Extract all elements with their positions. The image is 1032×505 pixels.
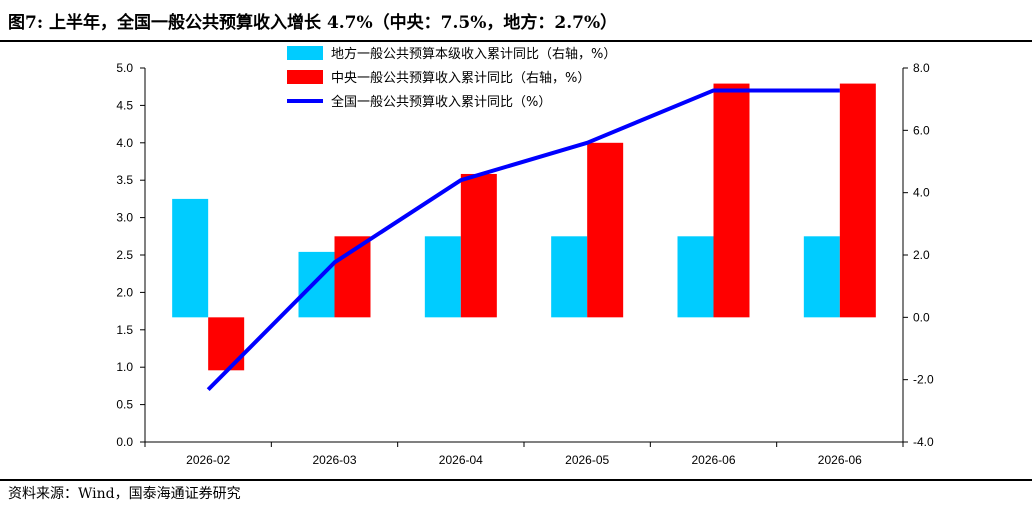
bottom-rule [0,479,1032,481]
chart: 0.0 0.5 1.0 1.5 2.0 2.5 3.0 3.5 4.0 4.5 5.0 -4.0 -2.… [116,46,934,467]
x-tick-label: 2026-06 [818,453,862,467]
bar-local [424,236,461,318]
legend-swatch [287,70,323,84]
y-right-tick-label: 4.0 [913,186,930,200]
legend-label: 中央一般公共预算收入累计同比（右轴，%） [331,70,590,86]
bar-local [551,236,588,318]
y-right-tick-label: 8.0 [913,61,930,75]
x-tick-label: 2026-02 [186,453,230,467]
bar-central [839,83,876,318]
y-left-tick-label: 3.0 [116,211,133,225]
y-left-tick-label: 2.0 [116,285,133,299]
y-left-tick-label: 0.0 [116,435,133,449]
source-note: 资料来源：Wind，国泰海通证券研究 [8,486,241,502]
bar-local [298,251,335,318]
y-right-tick-label: 0.0 [913,310,930,324]
legend-label: 地方一般公共预算本级收入累计同比（右轴，%） [331,46,616,62]
bar-local [172,198,209,318]
y-right-tick-label: -4.0 [913,435,934,449]
y-left-tick-label: 4.5 [116,98,133,112]
y-right-tick-label: 6.0 [913,123,930,137]
x-tick-label: 2026-06 [691,453,735,467]
legend-swatch [287,46,323,60]
line-national [206,88,840,392]
legend-label: 全国一般公共预算收入累计同比（%） [331,94,551,110]
bar-local [677,236,714,318]
bar-central [713,83,750,318]
y-left-tick-label: 3.5 [116,173,133,187]
y-left-tick-label: 0.5 [116,398,133,412]
x-tick-label: 2026-03 [312,453,356,467]
y-right-tick-label: 2.0 [913,248,930,262]
x-tick-label: 2026-04 [439,453,483,467]
x-tick-label: 2026-05 [565,453,609,467]
bar-central [587,142,624,318]
figure-title: 图7: 上半年，全国一般公共预算收入增长 4.7%（中央：7.5%，地方：2.7… [8,13,618,33]
y-left-tick-label: 1.0 [116,360,133,374]
bar-central [208,317,245,371]
bar-local [803,236,840,318]
y-left-tick-label: 4.0 [116,136,133,150]
top-rule [0,40,1032,42]
bar-central [460,173,497,318]
y-left-tick-label: 2.5 [116,248,133,262]
y-right-tick-label: -2.0 [913,373,934,387]
y-left-tick-label: 5.0 [116,61,133,75]
y-left-tick-label: 1.5 [116,323,133,337]
